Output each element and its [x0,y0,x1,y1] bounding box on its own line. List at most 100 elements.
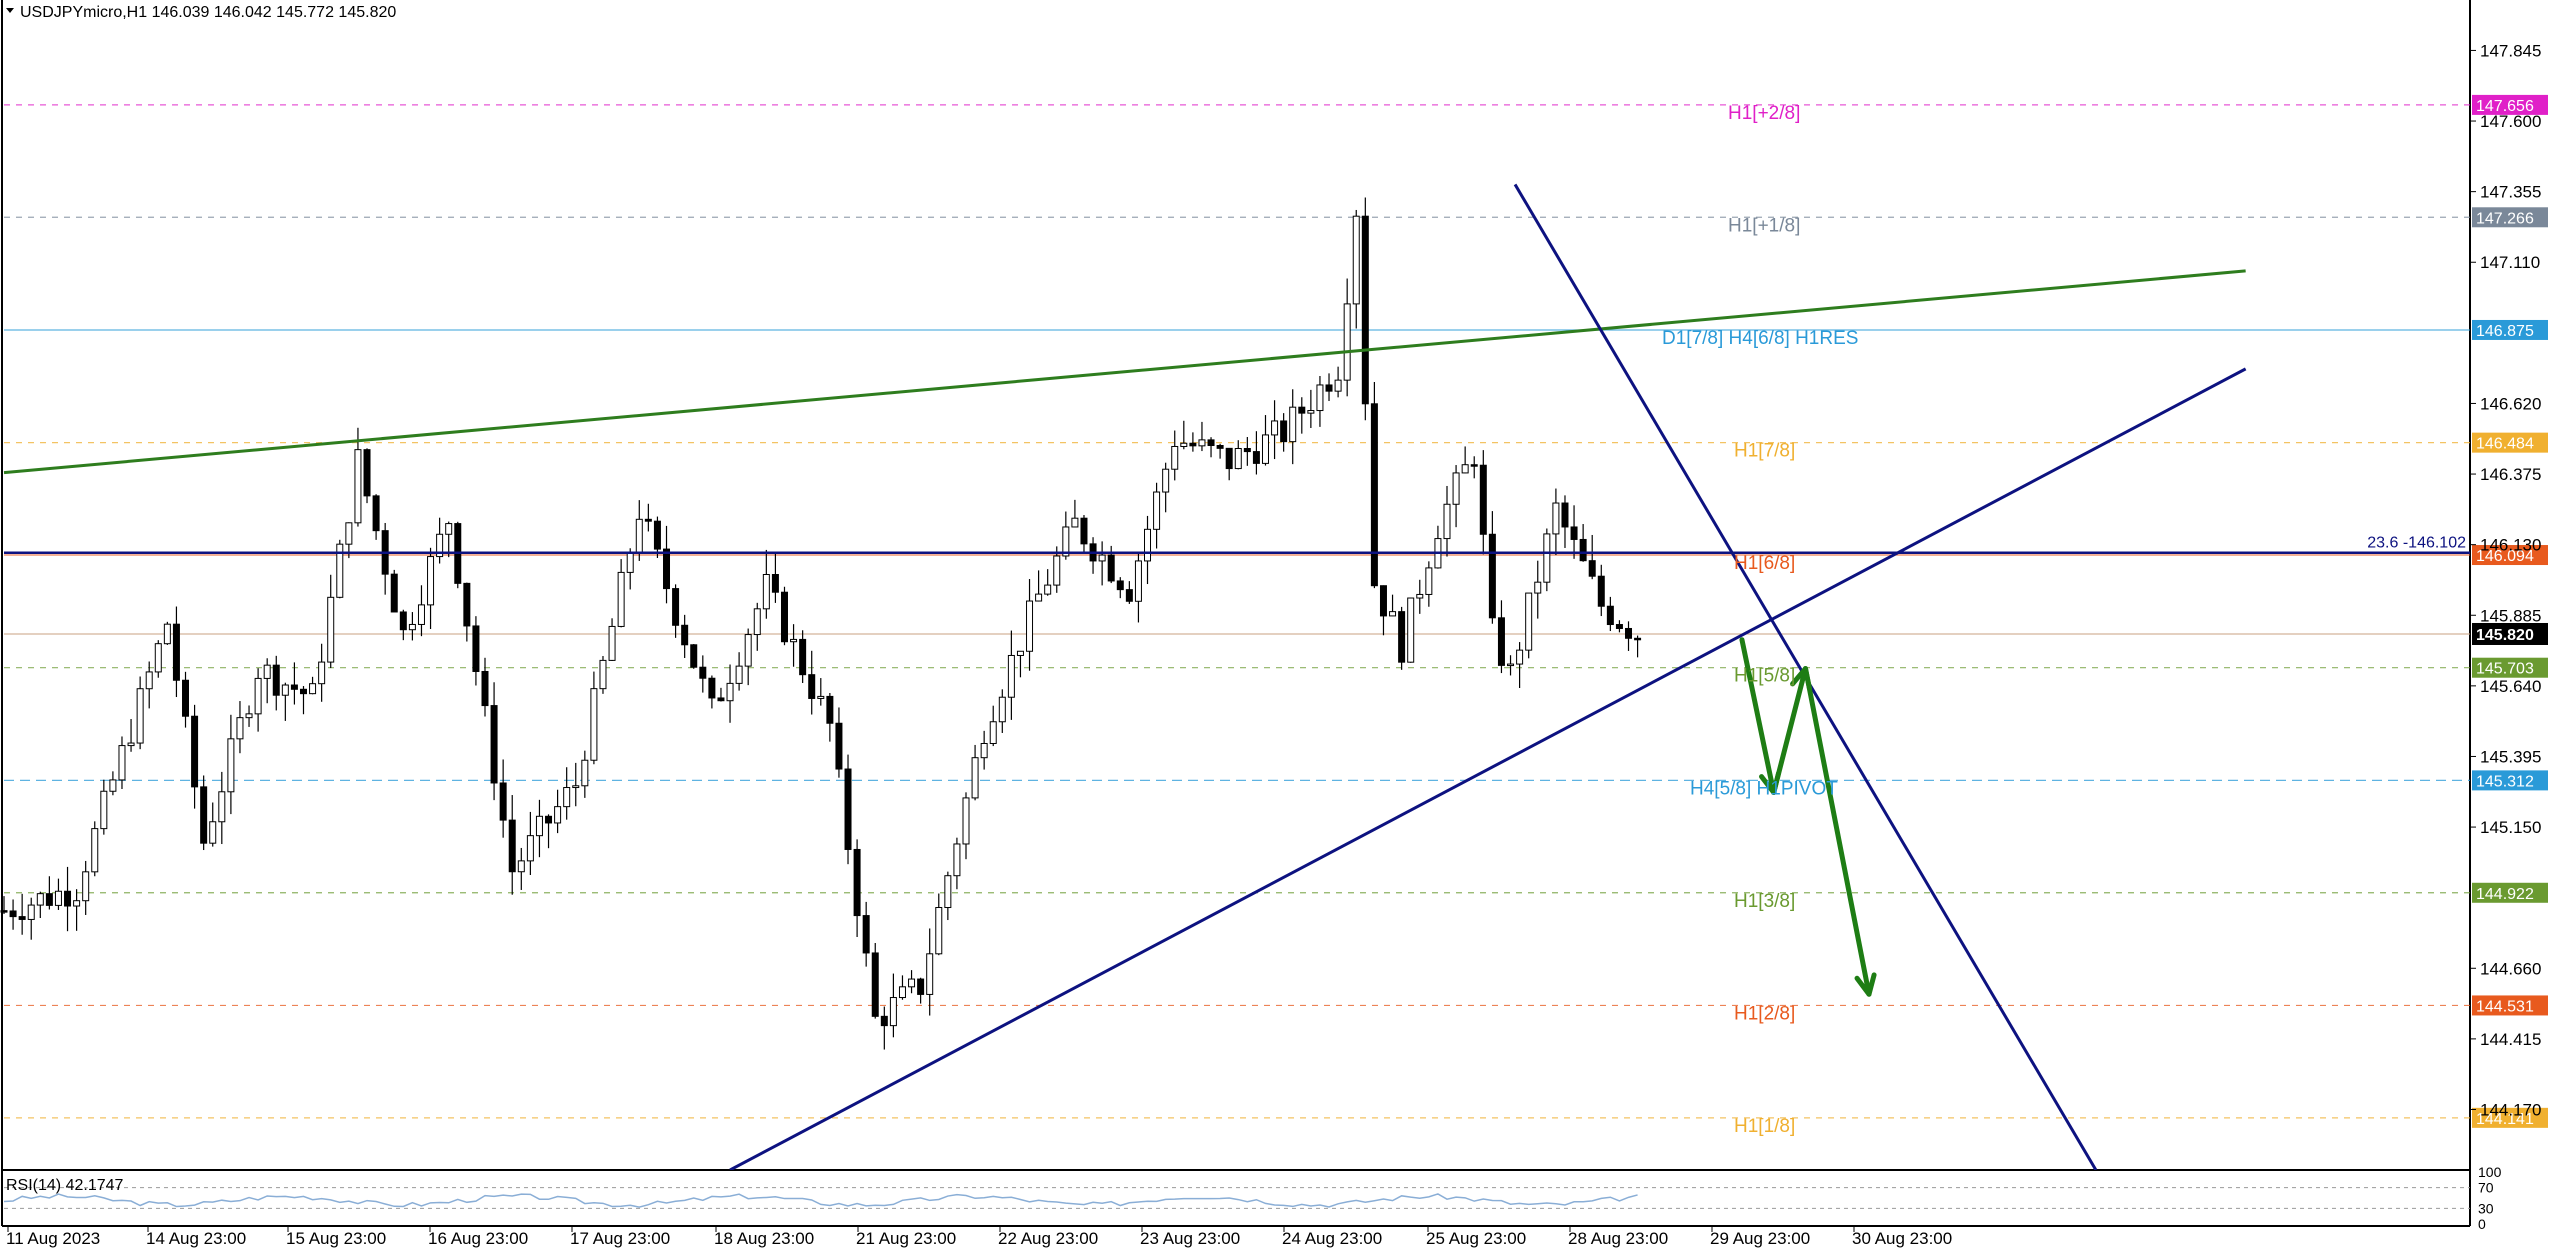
symbol-menu-triangle-icon[interactable] [6,8,14,13]
candle-body [1343,303,1351,381]
projection-arrow-segment[interactable] [1771,666,1808,795]
candle-body [1516,649,1524,665]
candle-body [1552,502,1560,535]
rsi-line[interactable] [3,1193,1638,1208]
candle-body [354,449,362,524]
candle-body [1425,567,1433,595]
candle-body [898,986,906,999]
candle-body [953,843,961,877]
candle-body [1180,442,1188,447]
candle-body [1407,597,1415,663]
candle-body [1225,447,1233,470]
price-tag-bg [2472,882,2548,903]
candle-body [1261,434,1269,464]
candle-body [826,695,834,724]
price-tag-bg [2472,545,2548,566]
candle-body [762,574,770,610]
price-axis-tick-label: 144.415 [2480,1030,2541,1049]
time-axis-label: 18 Aug 23:00 [714,1229,814,1248]
green-resistance-trendline[interactable] [3,269,2246,475]
murrey-level-label: H4[5/8] H1PIVOT [1690,778,1838,799]
candle-body [1361,215,1369,405]
price-axis-tick-label: 145.150 [2480,818,2541,837]
candle-body [427,556,435,606]
candle-body [663,548,671,590]
candle-body [417,604,425,625]
price-tag-bg [2472,1107,2548,1128]
candle-body [1016,650,1024,656]
candle-body [1352,215,1360,305]
time-axis[interactable]: 11 Aug 2023 14 Aug 23:00 15 Aug 23:00 16 Au… [6,1226,1952,1248]
candle-body [0,910,8,913]
candle-body [200,786,208,844]
candle-body [517,860,525,873]
candle-body [1416,593,1424,599]
time-axis-label: 21 Aug 23:00 [856,1229,956,1248]
price-tag-label: 146.094 [2476,548,2534,565]
candle-body [1125,589,1133,602]
candle-body [1325,384,1333,392]
candle-body [82,871,90,902]
time-axis-label: 22 Aug 23:00 [998,1229,1098,1248]
candle-body [853,848,861,917]
candle-body [790,638,798,643]
projection-arrow-segment[interactable] [1739,637,1777,795]
candle-body [299,688,307,695]
candle-body [1035,593,1043,602]
rsi-scale-label: 100 [2478,1164,2502,1180]
candle-body [889,997,897,1027]
candle-body [626,552,634,573]
candle-body [64,890,72,907]
candle-body [917,978,925,995]
candle-body [835,722,843,770]
price-axis-tick-label: 144.170 [2480,1100,2541,1119]
price-tag-bg [2472,657,2548,678]
price-tag-label: 146.484 [2476,436,2534,453]
price-tag-label: 147.656 [2476,98,2534,115]
candle-body [563,787,571,808]
candle-body [1543,533,1551,583]
candle-body [481,670,489,707]
candle-body [681,624,689,646]
price-axis[interactable]: 147.656 147.266 146.875 146.484 146.094 145.7… [2470,41,2548,1128]
candle-body [753,608,761,636]
candle-body [817,695,825,699]
projection-arrows-layer[interactable] [1739,637,1877,997]
price-tag-bg [2472,319,2548,340]
candle-body [54,890,62,906]
candle-body [318,661,326,685]
candle-body [944,875,952,909]
candle-body [263,664,271,679]
candle-body [272,664,280,696]
candle-body [127,742,135,747]
candle-body [1625,627,1633,639]
candle-body [390,573,398,613]
time-axis-label: 28 Aug 23:00 [1568,1229,1668,1248]
candle-body [472,625,480,672]
candle-body [635,518,643,554]
candle-body [1026,600,1034,652]
candle-body [581,759,589,787]
projection-arrow-segment[interactable] [1802,666,1872,997]
candle-body [372,495,380,532]
price-tag-label: 144.922 [2476,886,2534,903]
navy-support-trendline[interactable] [729,367,2247,1170]
candle-body [1307,410,1315,414]
candle-body [862,915,870,954]
candle-body [962,797,970,845]
candles-layer [0,197,1642,1050]
candle-body [935,907,943,955]
candle-body [1007,654,1015,698]
time-axis-label: 11 Aug 2023 [6,1229,100,1248]
price-axis-tick-label: 146.130 [2480,536,2541,555]
candle-body [363,449,371,497]
candle-body [1606,605,1614,626]
candle-body [1579,538,1587,562]
candle-body [780,591,788,643]
candle-body [1153,491,1161,530]
candle-body [726,682,734,702]
candle-body [690,644,698,668]
